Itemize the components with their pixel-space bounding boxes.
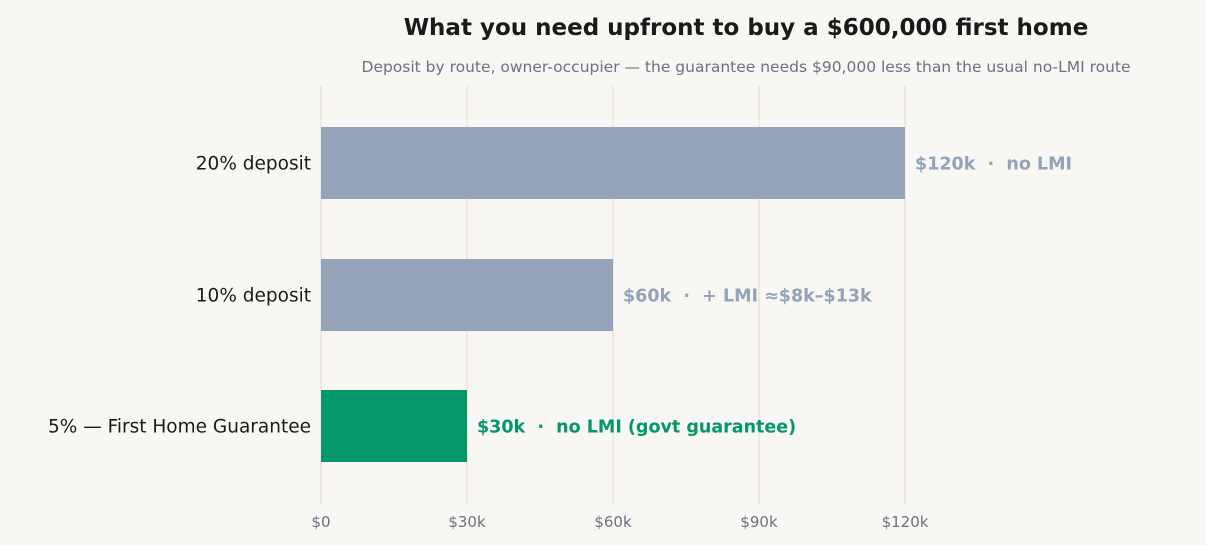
bars <box>321 127 905 462</box>
chart-subtitle: Deposit by route, owner-occupier — the g… <box>361 58 1130 76</box>
data-label: $30k · no LMI (govt guarantee) <box>477 418 796 438</box>
x-tick-label: $90k <box>740 513 778 531</box>
x-tick-label: $60k <box>594 513 632 531</box>
data-label: $120k · no LMI <box>915 155 1072 175</box>
labels: $0 $30k $60k $90k $120k 20% deposit $120k · no… <box>48 154 1072 532</box>
bar <box>321 390 467 462</box>
data-label: $60k · + LMI ≈$8k–$13k <box>623 287 872 307</box>
x-tick-label: $0 <box>311 513 330 531</box>
bar <box>321 127 905 199</box>
category-label: 5% — First Home Guarantee <box>48 417 311 438</box>
category-label: 10% deposit <box>196 286 311 307</box>
x-tick-label: $30k <box>448 513 486 531</box>
chart-title: What you need upfront to buy a $600,000 … <box>404 15 1089 41</box>
category-label: 20% deposit <box>196 154 311 175</box>
bar <box>321 259 613 331</box>
x-tick-label: $120k <box>882 513 929 531</box>
